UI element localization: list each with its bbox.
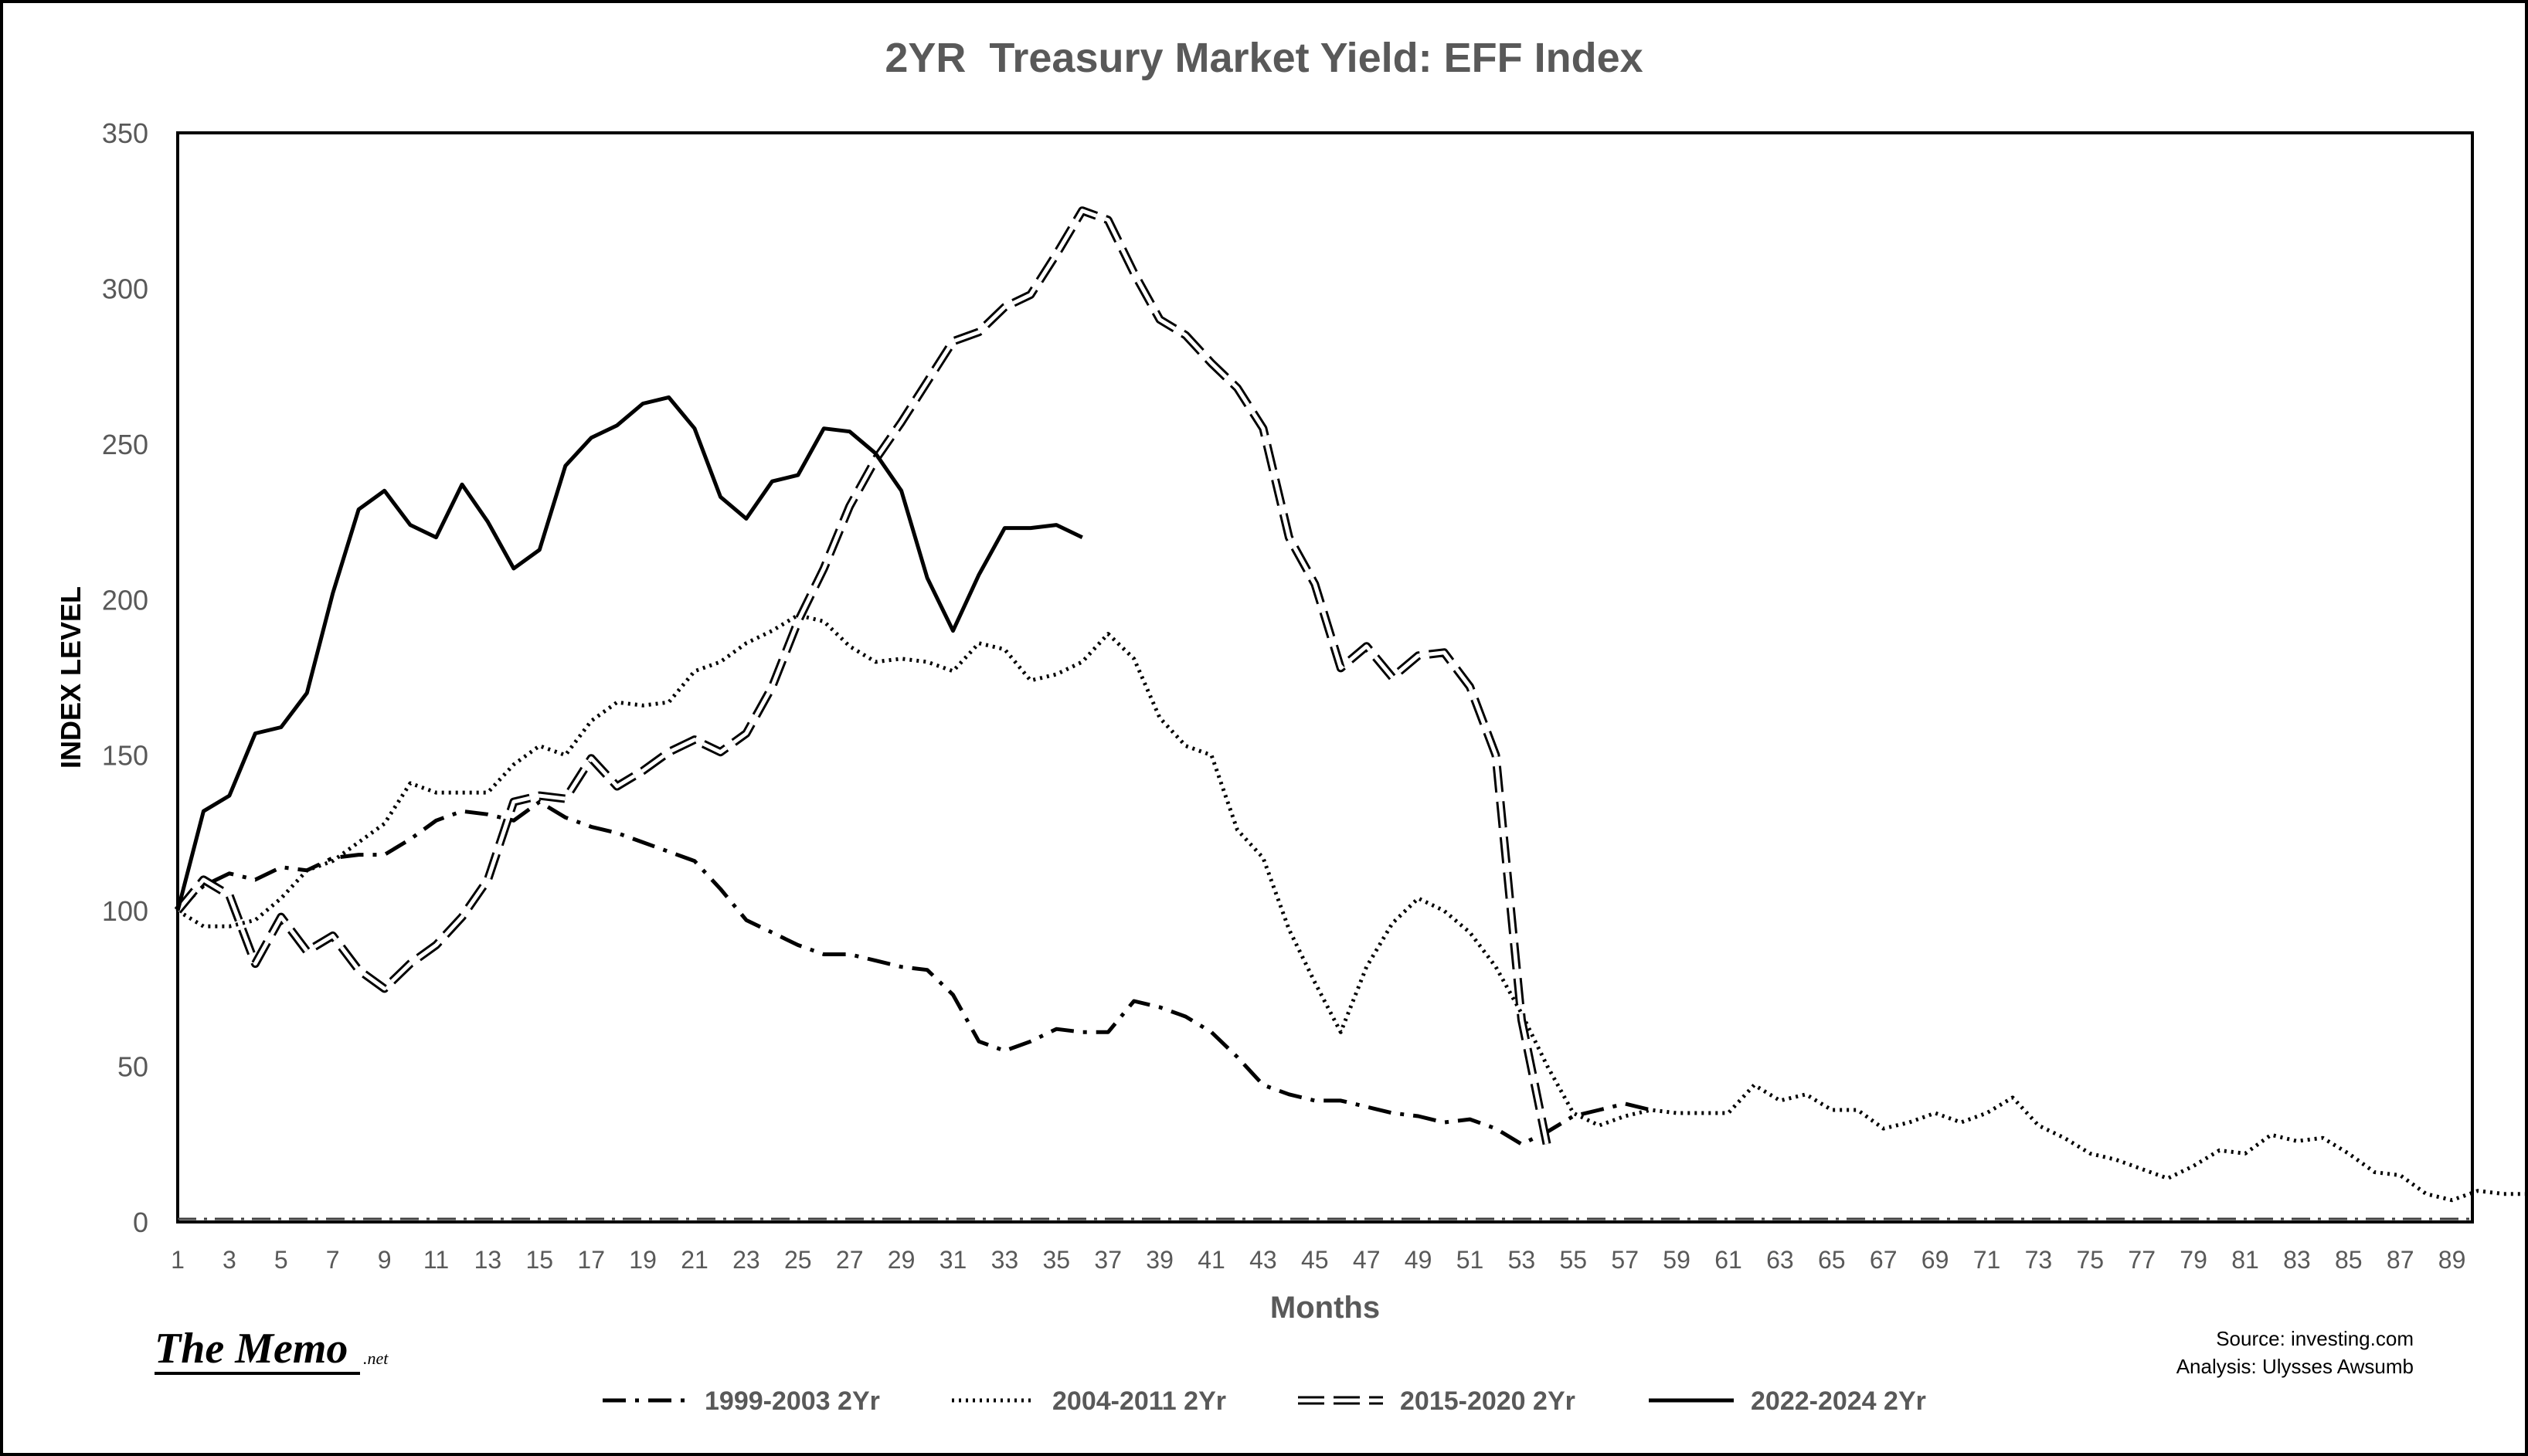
brand-logo-suffix: .net: [363, 1349, 389, 1368]
x-tick-label: 17: [577, 1246, 605, 1274]
x-tick-label: 85: [2335, 1246, 2363, 1274]
x-tick-label: 25: [784, 1246, 812, 1274]
y-tick-label: 50: [117, 1051, 148, 1083]
x-tick-label: 15: [526, 1246, 554, 1274]
y-tick-label: 0: [133, 1207, 148, 1238]
x-tick-label: 51: [1456, 1246, 1484, 1274]
x-axis-tick-labels: 1 3 5 7 9 11 13 15 17 19 21 23 25 27 29 31 33 35 37 39 41 43 4…: [171, 1246, 2465, 1274]
x-tick-label: 81: [2231, 1246, 2259, 1274]
x-axis-label: Months: [1270, 1291, 1380, 1325]
y-tick-label: 300: [102, 273, 148, 304]
x-tick-label: 61: [1714, 1246, 1742, 1274]
x-tick-label: 43: [1249, 1246, 1277, 1274]
brand-logo: The Memo .net: [155, 1325, 389, 1375]
x-tick-label: 39: [1146, 1246, 1174, 1274]
x-tick-label: 79: [2180, 1246, 2207, 1274]
x-tick-label: 67: [1870, 1246, 1898, 1274]
legend-label-4: 2022-2024 2Yr: [1751, 1386, 1926, 1416]
x-tick-label: 13: [474, 1246, 502, 1274]
x-tick-label: 53: [1508, 1246, 1536, 1274]
x-tick-label: 11: [423, 1246, 449, 1274]
x-tick-label: 73: [2025, 1246, 2053, 1274]
y-tick-label: 150: [102, 740, 148, 772]
x-tick-label: 63: [1766, 1246, 1794, 1274]
y-tick-label: 100: [102, 895, 148, 927]
legend: 1999-2003 2Yr 2004-2011 2Yr 2015-2020 2Yr 2…: [603, 1386, 1926, 1416]
x-tick-label: 87: [2387, 1246, 2414, 1274]
x-tick-label: 33: [991, 1246, 1019, 1274]
x-tick-label: 59: [1663, 1246, 1690, 1274]
x-tick-label: 3: [223, 1246, 236, 1274]
x-tick-label: 37: [1094, 1246, 1122, 1274]
brand-logo-text: The Memo: [155, 1325, 348, 1373]
x-tick-label: 77: [2128, 1246, 2156, 1274]
series-line-4: [175, 395, 1083, 911]
x-tick-label: 27: [836, 1246, 864, 1274]
y-tick-label: 200: [102, 584, 148, 616]
x-tick-label: 83: [2283, 1246, 2311, 1274]
x-tick-label: 89: [2438, 1246, 2466, 1274]
series-line-3-inner: [176, 209, 1550, 1148]
chart-title: 2YR Treasury Market Yield: EFF Index: [885, 35, 1643, 81]
plot-area: [176, 131, 2474, 1224]
x-tick-label: 31: [940, 1246, 967, 1274]
source-line: Source: investing.com: [2216, 1327, 2414, 1350]
x-tick-label: 45: [1301, 1246, 1329, 1274]
x-tick-label: 7: [326, 1246, 340, 1274]
series-lines: [174, 206, 2528, 1220]
legend-label-2: 2004-2011 2Yr: [1052, 1386, 1226, 1416]
legend-label-1: 1999-2003 2Yr: [705, 1386, 880, 1416]
x-tick-label: 75: [2077, 1246, 2105, 1274]
y-tick-label: 250: [102, 429, 148, 460]
x-tick-label: 41: [1198, 1246, 1225, 1274]
x-tick-label: 1: [171, 1246, 185, 1274]
x-tick-label: 9: [378, 1246, 392, 1274]
x-tick-label: 69: [1921, 1246, 1949, 1274]
x-tick-label: 35: [1043, 1246, 1071, 1274]
x-tick-label: 65: [1818, 1246, 1846, 1274]
y-axis-tick-labels: 0 50 100 150 200 250 300 350: [102, 117, 148, 1238]
x-tick-label: 57: [1611, 1246, 1639, 1274]
x-tick-label: 71: [1973, 1246, 2001, 1274]
series-line-3: [174, 206, 1552, 1149]
x-tick-label: 49: [1405, 1246, 1432, 1274]
series-line-1: [176, 799, 1652, 1146]
x-tick-label: 21: [681, 1246, 708, 1274]
y-tick-label: 350: [102, 117, 148, 149]
x-tick-label: 23: [732, 1246, 760, 1274]
analysis-line: Analysis: Ulysses Awsumb: [2176, 1355, 2414, 1378]
x-tick-label: 5: [274, 1246, 288, 1274]
legend-label-3: 2015-2020 2Yr: [1400, 1386, 1575, 1416]
y-axis-label: INDEX LEVEL: [55, 586, 87, 769]
series-line-2: [176, 613, 2528, 1203]
x-tick-label: 47: [1353, 1246, 1381, 1274]
x-tick-label: 29: [888, 1246, 916, 1274]
x-tick-label: 55: [1560, 1246, 1588, 1274]
x-tick-label: 19: [629, 1246, 657, 1274]
